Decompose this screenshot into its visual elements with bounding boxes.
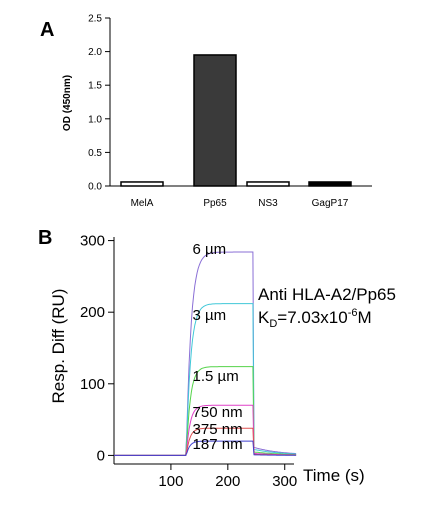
kd-unit: M	[358, 308, 372, 327]
panel-b-letter: B	[38, 227, 52, 249]
panel-a-bar	[308, 181, 352, 187]
panel-b-y-tick-label: 300	[80, 233, 105, 250]
panel-b-x-tick-label: 100	[158, 473, 183, 490]
panel-a-y-axis-label: OD (450nm)	[62, 75, 73, 131]
panel-a-bar	[193, 54, 237, 187]
panel-b-x-tick-label: 300	[272, 473, 297, 490]
panel-a-bar	[120, 181, 164, 187]
panel-b-series-label: 3 µm	[193, 307, 227, 324]
panel-a-y-tick-label: 1.5	[88, 81, 102, 92]
panel-b-y-tick-label: 200	[80, 304, 105, 321]
panel-b-series-line	[114, 440, 297, 456]
panel-b-series-label: 6 µm	[193, 241, 227, 258]
kd-value: =7.03x10	[277, 308, 347, 327]
kd-exponent: -6	[348, 307, 358, 319]
panel-b-y-tick-label: 0	[97, 447, 105, 464]
panel-a: A OD (450nm) 0.0 0.5 1.0 1.5 2.0 2.5 MelA Pp65 N…	[40, 14, 372, 209]
panel-b-x-tick-label: 200	[215, 473, 240, 490]
panel-b-series-label: 187 nm	[193, 436, 243, 453]
panel-a-x-tick-label: MelA	[131, 198, 154, 209]
panel-a-y-tick-label: 1.0	[88, 114, 102, 125]
kd-k: K	[258, 308, 270, 327]
panel-b-annotation-kd: KD=7.03x10-6M	[258, 307, 372, 330]
panel-a-y-tick-label: 2.0	[88, 47, 102, 58]
panel-b-series-label: 1.5 µm	[193, 368, 239, 385]
panel-b-series-label: 750 nm	[193, 404, 243, 421]
panel-b: B Resp. Diff (RU) Time (s) 0 100 200 300 100…	[38, 227, 396, 490]
panel-a-x-tick-label: Pp65	[203, 198, 227, 209]
panel-a-letter: A	[40, 19, 54, 41]
panel-b-y-tick-label: 100	[80, 376, 105, 393]
panel-b-y-axis-label: Resp. Diff (RU)	[49, 289, 68, 404]
panel-a-bar	[246, 181, 290, 187]
panel-b-series-label: 375 nm	[193, 421, 243, 438]
panel-a-y-tick-label: 0.0	[88, 182, 102, 193]
panel-a-y-tick-label: 2.5	[88, 14, 102, 25]
panel-a-x-tick-label: NS3	[258, 198, 278, 209]
panel-b-annotation-title: Anti HLA-A2/Pp65	[258, 285, 396, 304]
panel-a-y-tick-label: 0.5	[88, 148, 102, 159]
panel-a-x-tick-label: GagP17	[312, 198, 349, 209]
panel-b-x-axis-label: Time (s)	[303, 466, 365, 485]
kd-subscript: D	[269, 318, 277, 330]
